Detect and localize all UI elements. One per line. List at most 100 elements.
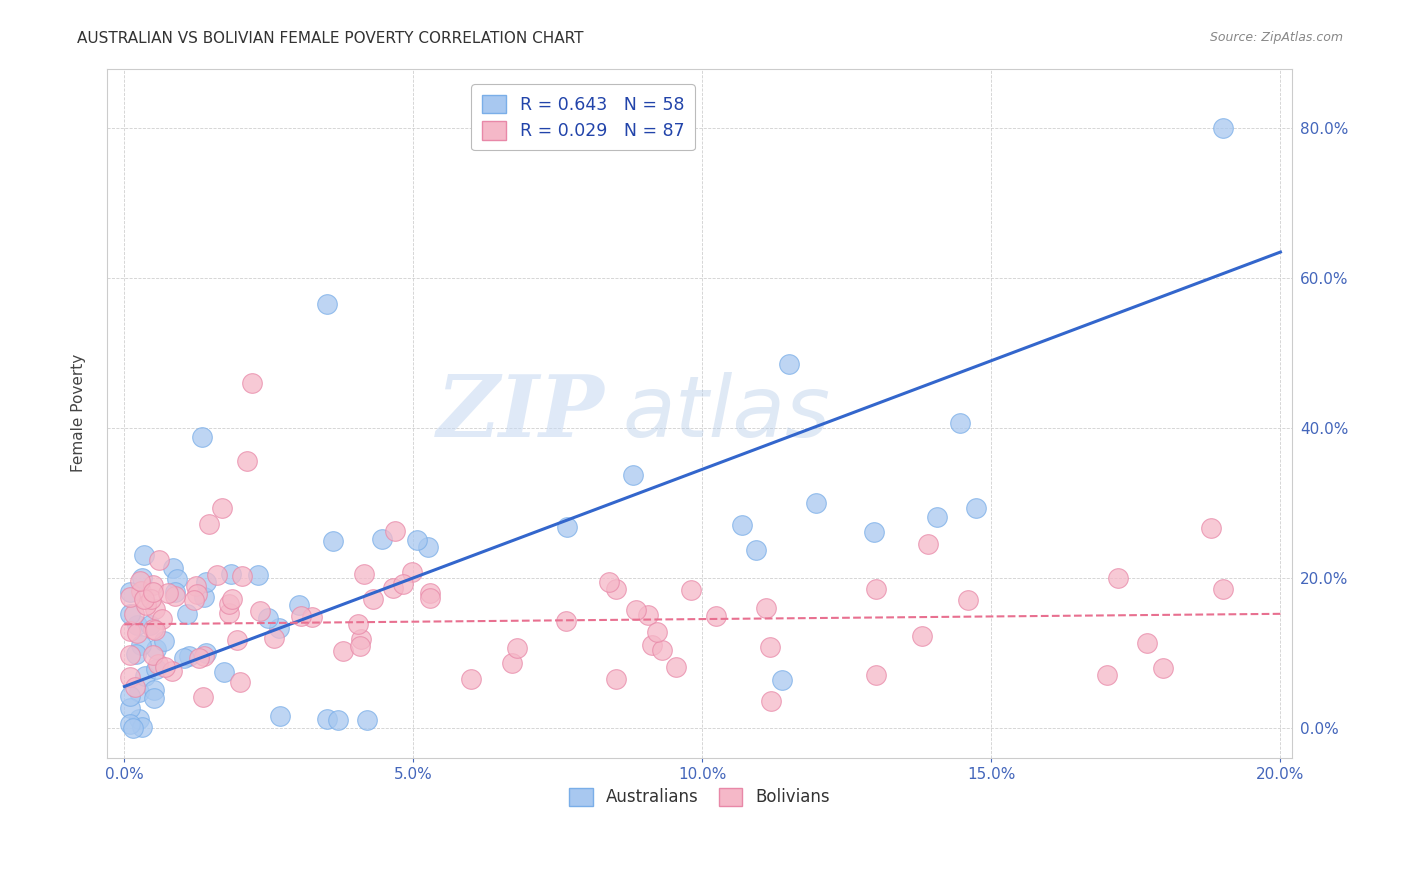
Point [197,517,219,532]
Point [863,525,886,540]
Point [755,601,778,615]
Point [134,669,156,683]
Point [704,608,727,623]
Point [681,582,703,597]
Point [419,591,441,605]
Point [759,694,782,708]
Point [145,662,167,676]
Point [191,430,214,444]
Point [127,617,149,632]
Point [120,607,142,622]
Point [418,540,440,554]
Point [120,648,142,663]
Point [506,640,529,655]
Point [949,416,972,430]
Point [759,640,782,655]
Point [1152,660,1174,674]
Point [353,567,375,582]
Point [419,585,441,599]
Point [148,657,170,672]
Point [195,574,218,589]
Point [231,569,253,583]
Point [246,567,269,582]
Point [143,601,166,615]
Point [207,568,229,582]
Point [214,665,236,679]
Point [160,665,183,679]
Point [391,577,413,591]
Point [218,606,240,620]
Point [256,610,278,624]
Point [186,587,208,601]
Point [624,603,647,617]
Point [142,622,165,636]
Point [132,548,155,562]
Point [184,579,207,593]
Point [917,537,939,551]
Point [129,638,152,652]
Point [401,565,423,579]
Point [122,607,145,621]
Point [1212,582,1234,596]
Point [135,599,157,613]
Point [957,592,980,607]
Point [120,590,142,604]
Point [219,567,242,582]
Point [193,649,215,664]
Point [139,591,162,606]
Point [124,680,146,694]
Point [221,591,243,606]
Point [183,593,205,607]
Point [120,584,142,599]
Point [804,496,827,510]
Point [356,713,378,727]
Point [235,454,257,468]
Point [120,670,142,684]
Point [142,648,165,662]
Point [925,509,948,524]
Point [1199,521,1222,535]
Point [193,590,215,604]
Point [176,607,198,621]
Point [120,717,142,731]
Point [229,675,252,690]
Point [347,616,370,631]
Point [349,640,371,654]
Point [194,646,217,660]
Point [166,572,188,586]
Point [148,553,170,567]
Point [598,575,620,590]
Point [770,673,793,687]
Point [865,582,887,596]
Point [191,690,214,704]
Point [134,591,156,606]
Point [371,532,394,546]
Point [173,651,195,665]
Point [131,571,153,585]
Point [225,632,247,647]
Point [1212,121,1234,136]
Point [1095,668,1118,682]
Point [142,584,165,599]
Point [120,624,142,638]
Text: Source: ZipAtlas.com: Source: ZipAtlas.com [1209,31,1343,45]
Point [460,672,482,686]
Y-axis label: Female Poverty: Female Poverty [72,354,86,472]
Point [125,626,148,640]
Point [778,358,800,372]
Point [131,721,153,735]
Point [139,617,162,632]
Point [143,691,166,706]
Text: atlas: atlas [623,372,831,455]
Point [128,685,150,699]
Point [605,672,627,686]
Point [218,597,240,611]
Point [328,713,350,727]
Point [382,581,405,595]
Point [163,585,186,599]
Text: ZIP: ZIP [437,371,605,455]
Point [865,668,887,682]
Point [384,524,406,538]
Point [911,629,934,643]
Point [120,689,142,703]
